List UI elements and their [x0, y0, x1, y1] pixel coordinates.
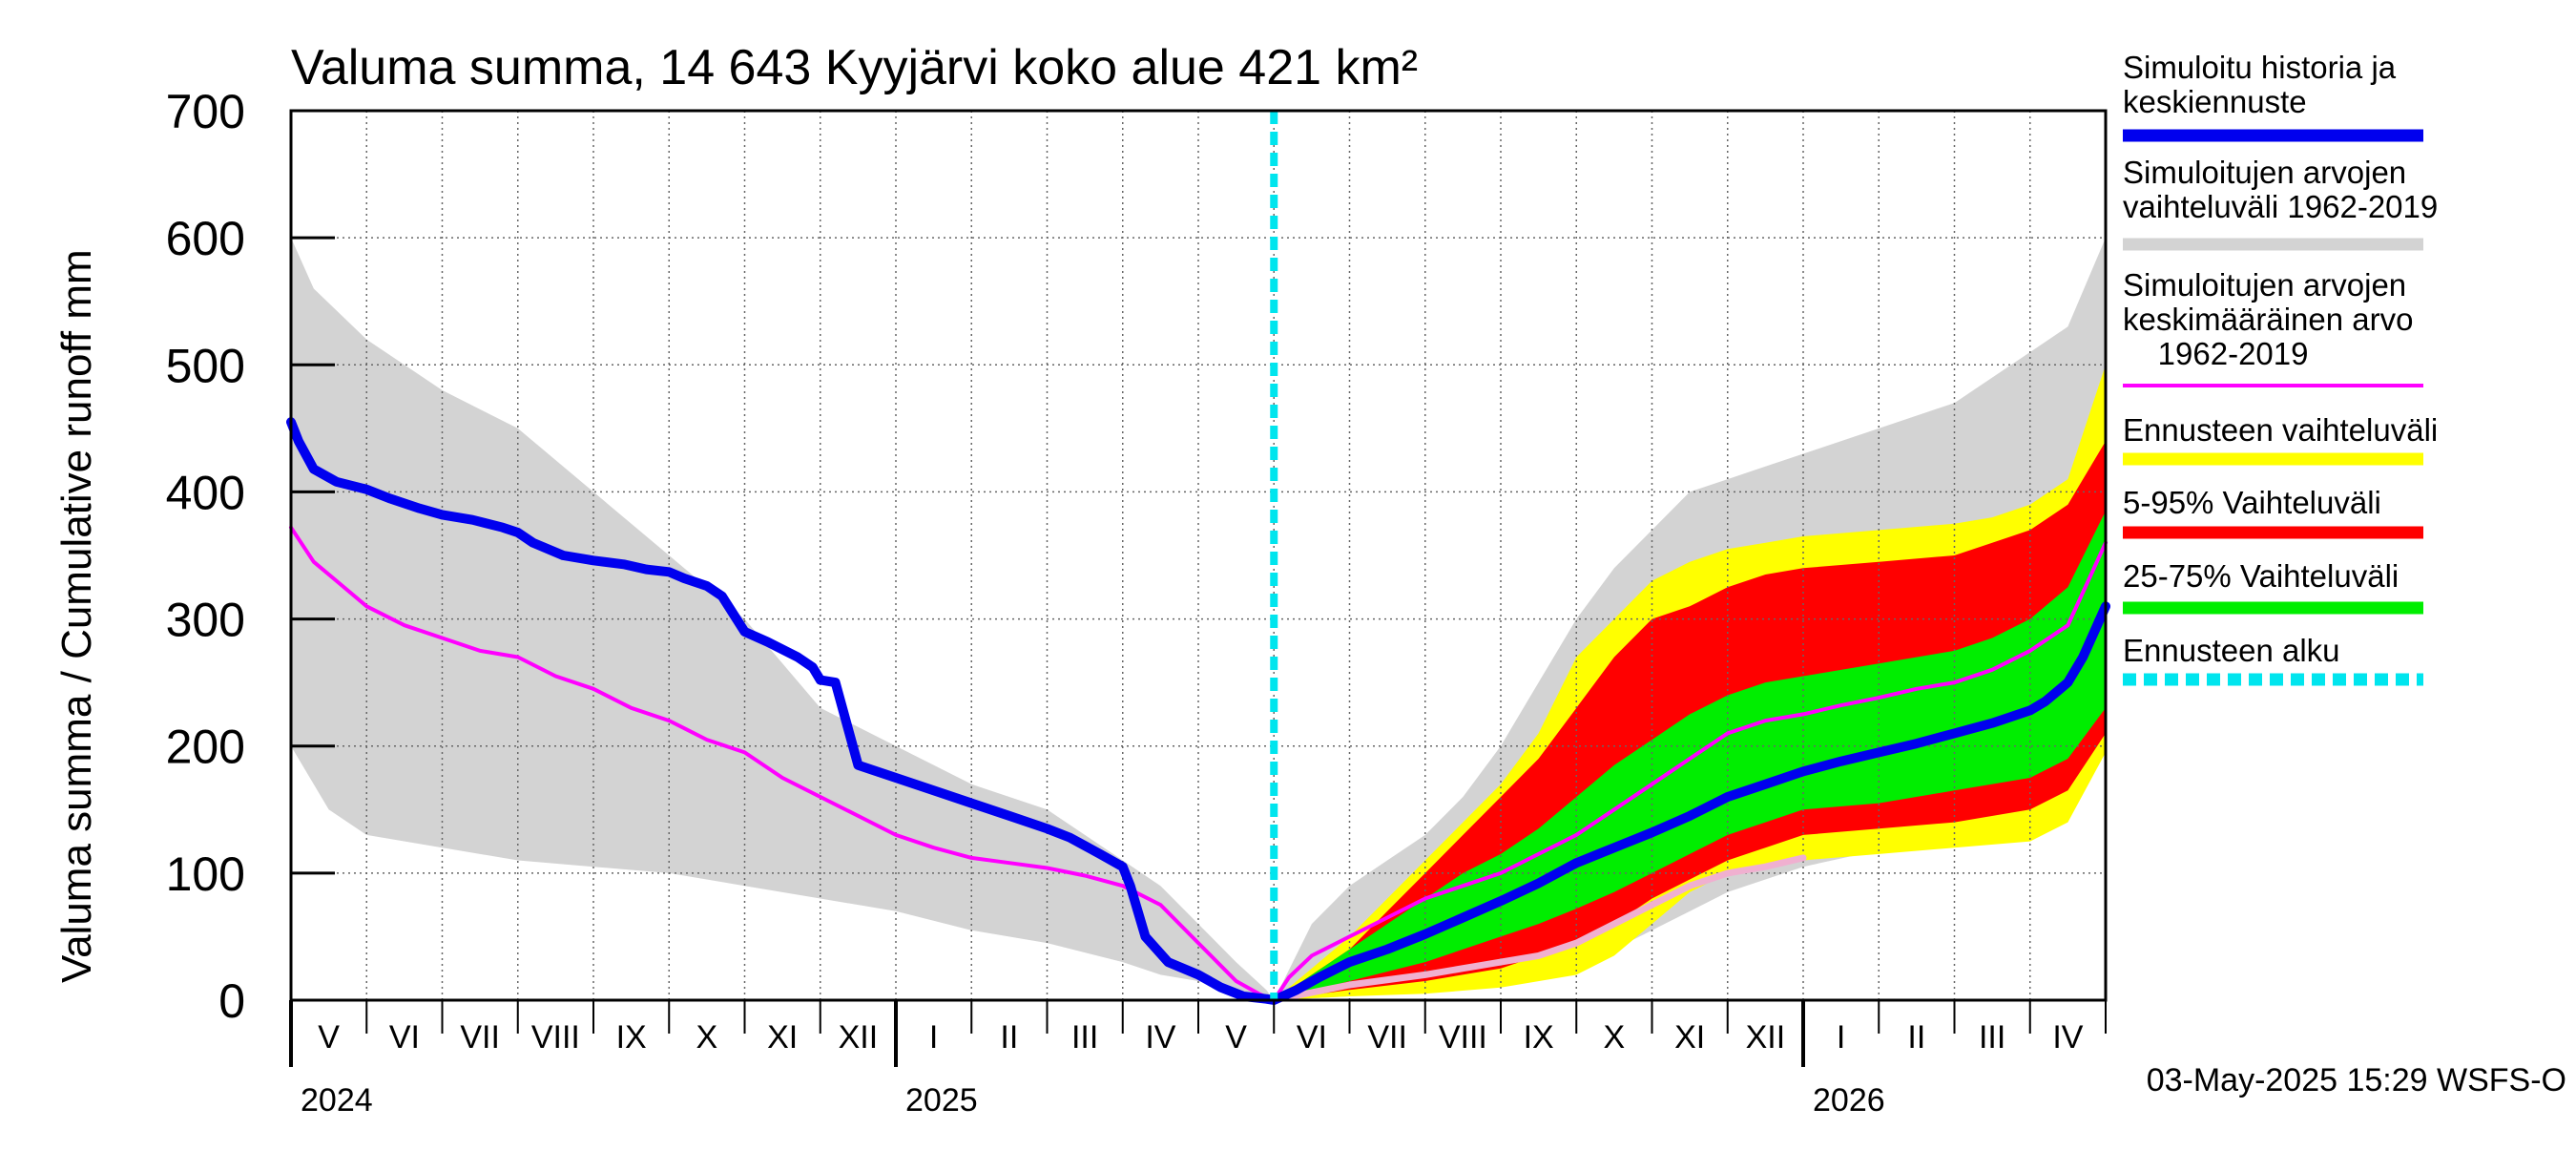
- month-label: IX: [1524, 1019, 1554, 1056]
- month-label: X: [1604, 1019, 1626, 1056]
- timestamp: 03-May-2025 15:29 WSFS-O: [2147, 1062, 2566, 1098]
- legend-label-line: Simuloitu historia ja: [2123, 50, 2397, 85]
- y-tick-label: 100: [166, 847, 245, 901]
- legend-label-line: keskiennuste: [2123, 84, 2307, 119]
- legend-label-line: Simuloitujen arvojen: [2123, 267, 2406, 303]
- y-tick-label: 300: [166, 594, 245, 647]
- month-label: XII: [1746, 1019, 1786, 1056]
- history-forecast-line: [286, 417, 2110, 1005]
- month-label: X: [696, 1019, 718, 1056]
- month-label: I: [929, 1019, 938, 1056]
- month-label: VI: [1297, 1019, 1327, 1056]
- legend-label-p5_95: 5-95% Vaihteluväli: [2123, 485, 2381, 520]
- chart-title: Valuma summa, 14 643 Kyyjärvi koko alue …: [291, 40, 1418, 95]
- month-label: II: [1907, 1019, 1925, 1056]
- month-label: XI: [1674, 1019, 1705, 1056]
- month-label: XII: [839, 1019, 879, 1056]
- legend-label-line: Ennusteen alku: [2123, 633, 2340, 668]
- sim-mean-line: [289, 525, 2108, 1002]
- y-axis-label: Valuma summa / Cumulative runoff mm: [53, 249, 100, 983]
- legend-label-line: Ennusteen vaihteluväli: [2123, 412, 2438, 448]
- y-tick-label: 400: [166, 466, 245, 519]
- year-label: 2024: [301, 1082, 373, 1119]
- month-label: XI: [767, 1019, 798, 1056]
- legend-label-sim_mean: Simuloitujen arvojen keskimääräinen arvo …: [2123, 267, 2413, 371]
- pale-median-line: [1270, 854, 1807, 1004]
- month-label: IX: [616, 1019, 647, 1056]
- legend-label-line: vaihteluväli 1962-2019: [2123, 189, 2438, 224]
- month-label: IV: [2052, 1019, 2083, 1056]
- month-label: III: [1979, 1019, 2005, 1056]
- month-label: VIII: [1439, 1019, 1487, 1056]
- month-label: VIII: [531, 1019, 580, 1056]
- month-label: III: [1071, 1019, 1098, 1056]
- y-tick-label: 500: [166, 339, 245, 392]
- year-label: 2026: [1813, 1082, 1885, 1119]
- legend-label-sim_range: Simuloitujen arvojen vaihteluväli 1962-20…: [2123, 155, 2438, 224]
- year-label: 2025: [905, 1082, 978, 1119]
- legend-label-line: 5-95% Vaihteluväli: [2123, 485, 2381, 520]
- series-lines: [286, 111, 2110, 1005]
- legend-label-fc_range: Ennusteen vaihteluväli: [2123, 412, 2438, 448]
- legend-label-line: Simuloitujen arvojen: [2123, 155, 2406, 190]
- month-label: II: [1000, 1019, 1018, 1056]
- legend: Simuloitu historia ja keskiennusteSimuloi…: [2123, 50, 2438, 686]
- month-label: V: [1225, 1019, 1247, 1056]
- legend-label-line: keskimääräinen arvo: [2123, 302, 2413, 337]
- month-label: VII: [1367, 1019, 1407, 1056]
- legend-label-line: 25-75% Vaihteluväli: [2123, 558, 2399, 594]
- legend-label-history: Simuloitu historia ja keskiennuste: [2123, 50, 2397, 119]
- legend-label-p25_75: 25-75% Vaihteluväli: [2123, 558, 2399, 594]
- month-label: VI: [389, 1019, 420, 1056]
- month-label: I: [1837, 1019, 1845, 1056]
- y-tick-label: 200: [166, 721, 245, 774]
- y-tick-label: 600: [166, 212, 245, 265]
- y-tick-label: 0: [218, 974, 245, 1028]
- legend-label-line: 1962-2019: [2123, 336, 2309, 371]
- month-label: V: [318, 1019, 340, 1056]
- legend-label-fc_start: Ennusteen alku: [2123, 633, 2340, 668]
- y-tick-label: 700: [166, 85, 245, 138]
- month-label: IV: [1145, 1019, 1175, 1056]
- month-label: VII: [460, 1019, 500, 1056]
